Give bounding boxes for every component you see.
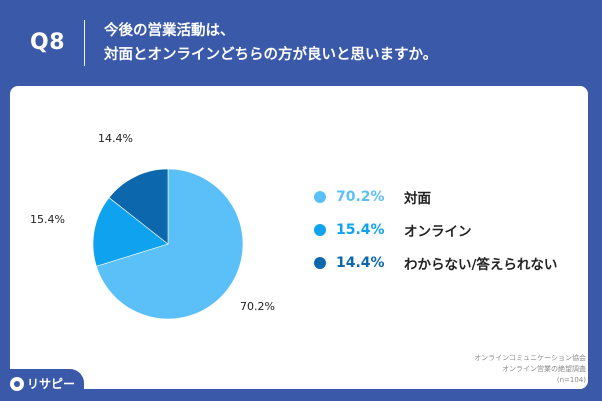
source-line1: オンラインコミュニケーション協会 xyxy=(474,354,586,362)
question-title-line1: 今後の営業活動は、 xyxy=(104,23,235,39)
legend-dot-unknown xyxy=(314,257,326,269)
legend-value-unknown: 14.4% xyxy=(336,255,385,271)
pie-label-online: 15.4% xyxy=(30,213,65,226)
brand-name: リサピー xyxy=(27,377,76,391)
chart-legend: 70.2% 対面 15.4% オンライン 14.4% わからない/答えられない xyxy=(314,187,557,286)
speech-bubble-icon xyxy=(10,377,24,391)
pie-label-unknown: 14.4% xyxy=(98,132,133,145)
pie-slice-face-to-face xyxy=(96,168,244,320)
legend-dot-online xyxy=(314,224,326,236)
legend-label-online: オンライン xyxy=(404,224,472,240)
legend-label-face-to-face: 対面 xyxy=(404,191,431,207)
question-number: Q8 xyxy=(30,30,66,55)
legend-item-unknown: 14.4% わからない/答えられない xyxy=(314,253,557,273)
pie-slice-unknown xyxy=(108,168,169,245)
brand-logo: リサピー xyxy=(0,369,84,401)
question-title-line2: 対面とオンラインどちらの方が良いと思いますか。 xyxy=(104,47,438,63)
header-divider xyxy=(84,20,85,66)
question-title: 今後の営業活動は、 対面とオンラインどちらの方が良いと思いますか。 xyxy=(104,19,437,67)
legend-item-face-to-face: 70.2% 対面 xyxy=(314,187,557,207)
legend-value-online: 15.4% xyxy=(336,222,385,238)
legend-label-unknown: わからない/答えられない xyxy=(404,257,558,273)
pie-label-face-to-face: 70.2% xyxy=(240,300,275,313)
pie-slice-online xyxy=(92,197,169,267)
legend-value-face-to-face: 70.2% xyxy=(336,189,385,205)
header: Q8 今後の営業活動は、 対面とオンラインどちらの方が良いと思いますか。 xyxy=(0,0,602,84)
legend-item-online: 15.4% オンライン xyxy=(314,220,557,240)
source-line3: (n=104) xyxy=(556,376,586,384)
source-note: オンラインコミュニケーション協会 オンライン営業の絶望調査 (n=104) xyxy=(474,353,586,386)
legend-dot-face-to-face xyxy=(314,191,326,203)
source-line2: オンライン営業の絶望調査 xyxy=(502,365,586,373)
